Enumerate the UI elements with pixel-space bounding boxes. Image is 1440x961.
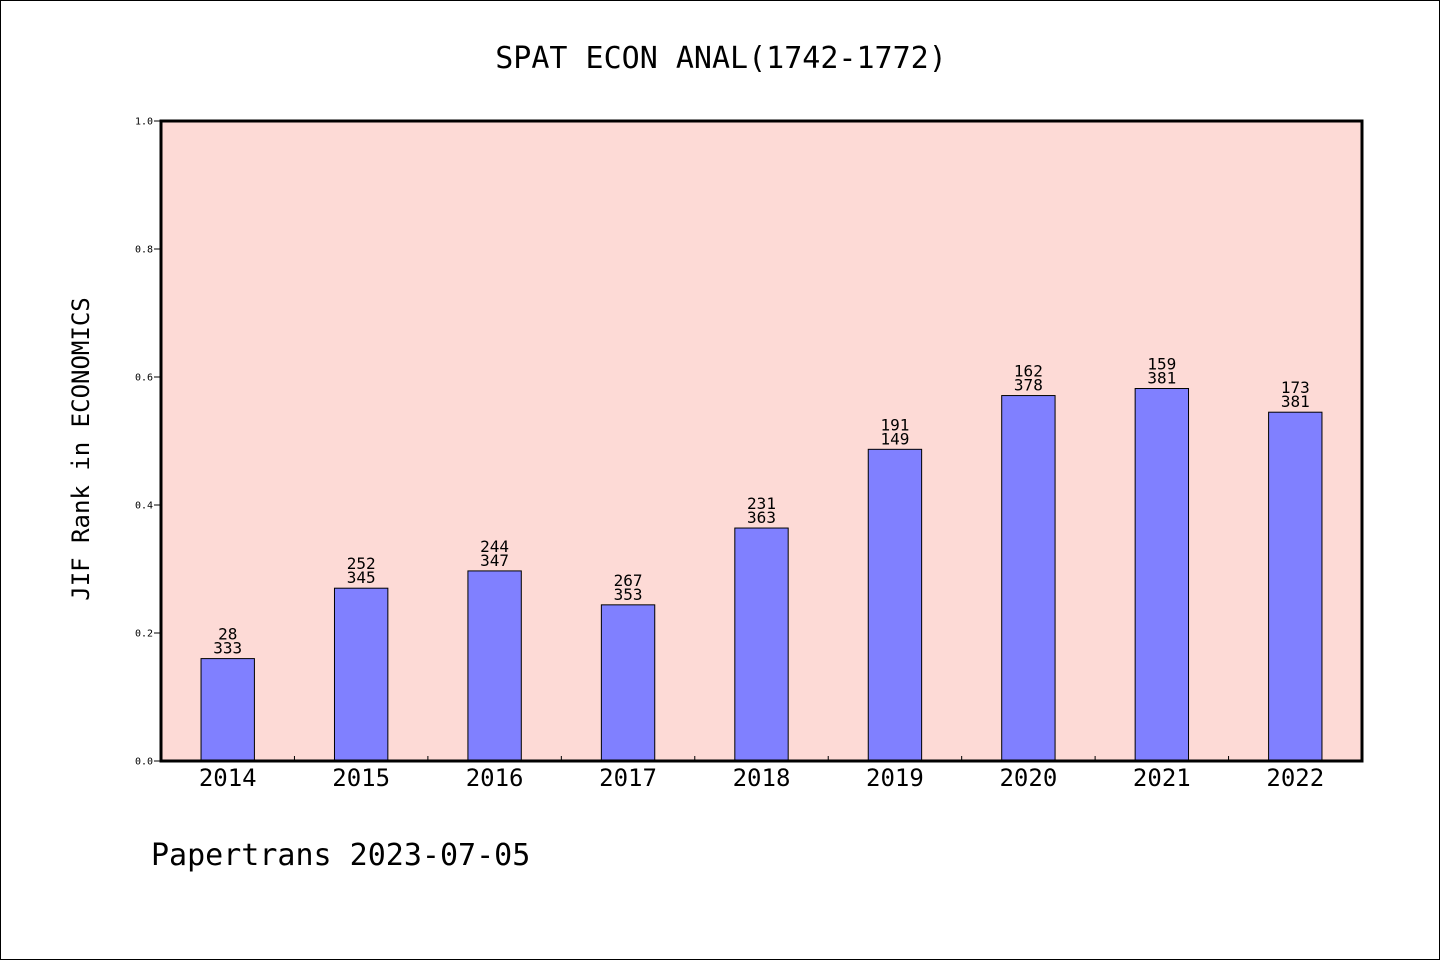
- bar-2018: [734, 527, 789, 762]
- x-tick-label: 2021: [1133, 764, 1191, 792]
- footer-text: Papertrans 2023-07-05: [151, 838, 530, 873]
- bar-2017: [600, 604, 656, 762]
- x-tick-label: 2018: [733, 764, 791, 792]
- bar-2015: [333, 587, 389, 762]
- bar-label-bottom: 381: [1281, 392, 1310, 411]
- y-tick-label: 0.2: [135, 629, 153, 640]
- y-tick-label: 0.0: [135, 757, 153, 768]
- x-tick-label: 2016: [466, 764, 524, 792]
- bar-label-top: 159: [1147, 355, 1176, 374]
- bar-label-top: 28: [218, 625, 237, 644]
- bar-label-bottom: 149: [880, 429, 909, 448]
- x-tick-label: 2022: [1266, 764, 1324, 792]
- chart-title: SPAT ECON ANAL(1742-1772): [495, 41, 947, 76]
- bar-label-top: 244: [480, 537, 509, 556]
- bar-2020: [1001, 395, 1056, 762]
- bar-label-bottom: 381: [1147, 369, 1176, 388]
- bars-group: [200, 388, 1323, 762]
- bar-label-bottom: 345: [347, 568, 376, 587]
- bar-label-top: 252: [347, 554, 376, 573]
- bar-label-bottom: 353: [614, 585, 643, 604]
- y-tick-label: 0.6: [135, 373, 153, 384]
- bar-label-top: 267: [614, 571, 643, 590]
- y-tick-label: 1.0: [135, 117, 153, 128]
- bar-2022: [1268, 411, 1323, 762]
- y-axis: 0.0 0.2 0.4 0.6 0.8 1.0: [135, 117, 161, 768]
- x-tick-label: 2019: [866, 764, 924, 792]
- bar-label-bottom: 363: [747, 508, 776, 527]
- y-tick-label: 0.4: [135, 501, 153, 512]
- y-tick-label: 0.8: [135, 245, 153, 256]
- y-axis-label: JIF Rank in ECONOMICS: [67, 297, 95, 600]
- bar-2021: [1134, 388, 1190, 762]
- bar-label-top: 173: [1281, 378, 1310, 397]
- bar-label-top: 191: [880, 415, 909, 434]
- bar-2016: [467, 570, 522, 762]
- bar-label-bottom: 378: [1014, 376, 1043, 395]
- bar-label-bottom: 333: [213, 639, 242, 658]
- x-tick-label: 2015: [332, 764, 390, 792]
- x-tick-label: 2017: [599, 764, 657, 792]
- x-tick-label: 2020: [999, 764, 1057, 792]
- bar-label-top: 231: [747, 494, 776, 513]
- x-tick-label: 2014: [199, 764, 257, 792]
- bar-label-bottom: 347: [480, 551, 509, 570]
- x-axis: 2014 2015 2016 2017 2018 2019 2020 2021 2022: [199, 756, 1324, 792]
- bar-2014: [200, 658, 255, 762]
- bar-2019: [867, 448, 923, 762]
- bar-label-top: 162: [1014, 362, 1043, 381]
- plot-frame: [159, 119, 1364, 763]
